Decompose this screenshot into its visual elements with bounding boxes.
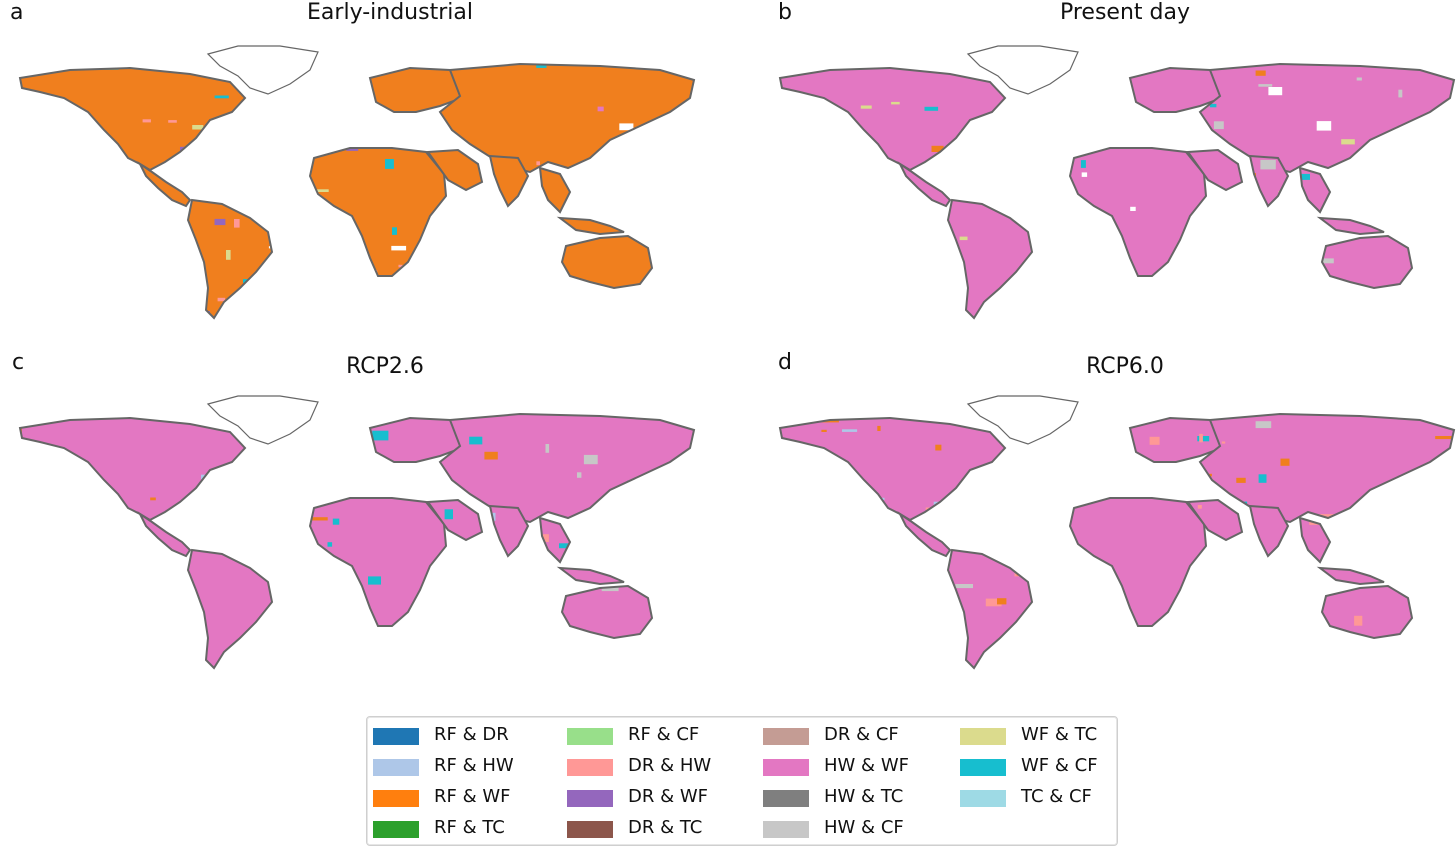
legend-swatch [567, 728, 613, 745]
panel-letter: a [10, 0, 23, 25]
legend-label: HW & CF [824, 817, 904, 838]
legend-swatch [373, 728, 419, 745]
panel-title: Present day [925, 0, 1325, 25]
legend-swatch [567, 759, 613, 776]
legend-label: DR & CF [824, 724, 899, 745]
legend-label: DR & TC [628, 817, 702, 838]
panel-title: RCP6.0 [925, 354, 1325, 379]
legend-swatch [960, 759, 1006, 776]
legend-label: HW & TC [824, 786, 903, 807]
panel-d: d RCP6.0 [760, 350, 1456, 680]
legend-label: RF & CF [628, 724, 699, 745]
legend: RF & DR RF & HW RF & WF RF & TC RF & CF … [366, 716, 1118, 846]
legend-swatch [373, 790, 419, 807]
legend-label: DR & WF [628, 786, 708, 807]
panel-letter: d [778, 350, 792, 375]
world-map [760, 40, 1456, 330]
legend-label: RF & TC [434, 817, 505, 838]
legend-swatch [567, 821, 613, 838]
legend-swatch [763, 821, 809, 838]
panel-a: a Early-industrial [0, 0, 700, 330]
world-map [760, 390, 1456, 680]
world-map [0, 390, 700, 680]
legend-swatch [763, 728, 809, 745]
legend-label: HW & WF [824, 755, 909, 776]
panel-letter: b [778, 0, 792, 25]
legend-swatch [567, 790, 613, 807]
legend-swatch [960, 790, 1006, 807]
legend-swatch [373, 759, 419, 776]
legend-label: DR & HW [628, 755, 711, 776]
legend-label: TC & CF [1021, 786, 1092, 807]
legend-label: RF & WF [434, 786, 511, 807]
legend-swatch [763, 790, 809, 807]
legend-swatch [373, 821, 419, 838]
legend-swatch [763, 759, 809, 776]
legend-label: RF & DR [434, 724, 509, 745]
panel-c: c RCP2.6 [0, 350, 700, 680]
panel-letter: c [12, 350, 24, 375]
legend-label: WF & CF [1021, 755, 1098, 776]
panel-title: Early-industrial [190, 0, 590, 25]
legend-label: WF & TC [1021, 724, 1097, 745]
legend-label: RF & HW [434, 755, 514, 776]
legend-swatch [960, 728, 1006, 745]
panel-b: b Present day [760, 0, 1456, 330]
world-map [0, 40, 700, 330]
panel-title: RCP2.6 [185, 354, 585, 379]
